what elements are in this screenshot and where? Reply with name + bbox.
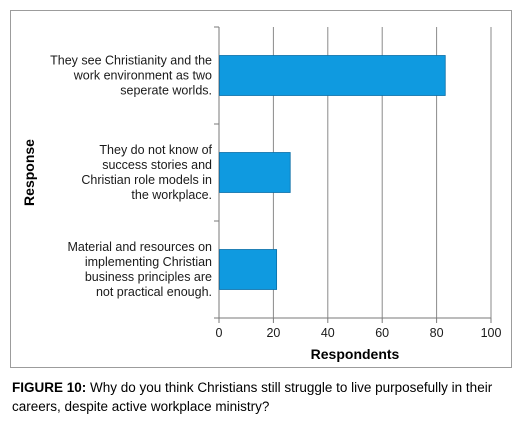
- category-label-line: work environment as two: [73, 69, 212, 83]
- category-label-line: They do not know of: [99, 143, 212, 157]
- x-axis-title: Respondents: [311, 346, 400, 362]
- category-label-line: business principles are: [85, 270, 212, 284]
- category-label-line: implementing Christian: [85, 255, 212, 269]
- y-axis-title: Response: [21, 139, 37, 206]
- x-tick-label: 0: [216, 326, 223, 340]
- category-label-line: seperate worlds.: [120, 84, 212, 98]
- category-label-line: success stories and: [102, 158, 212, 172]
- category-label-line: They see Christianity and the: [50, 54, 212, 68]
- category-label: They do not know of success stories and Ch…: [81, 143, 212, 202]
- category-label: They see Christianity and the work enviro…: [50, 54, 212, 98]
- x-tick-label: 40: [321, 326, 335, 340]
- x-tick-label: 60: [375, 326, 389, 340]
- figure-caption-label: FIGURE 10:: [12, 380, 87, 395]
- category-label-line: Material and resources on: [67, 240, 212, 254]
- category-label-line: not practical enough.: [96, 285, 212, 299]
- bar: [219, 55, 446, 96]
- bar-chart: 0 20 40 60 80 100 They see Christianity and th…: [21, 26, 502, 362]
- category-label-line: the workplace.: [131, 188, 212, 202]
- bar: [219, 152, 291, 193]
- x-tick-label: 20: [266, 326, 280, 340]
- figure-caption-text: Why do you think Christians still strugg…: [12, 380, 493, 414]
- category-label-line: Christian role models in: [81, 173, 212, 187]
- category-label: Material and resources on implementing Ch…: [67, 240, 212, 299]
- x-tick-label: 80: [430, 326, 444, 340]
- x-tick-label: 100: [481, 326, 502, 340]
- figure-caption: FIGURE 10: Why do you think Christians s…: [12, 378, 517, 416]
- bar: [219, 249, 278, 290]
